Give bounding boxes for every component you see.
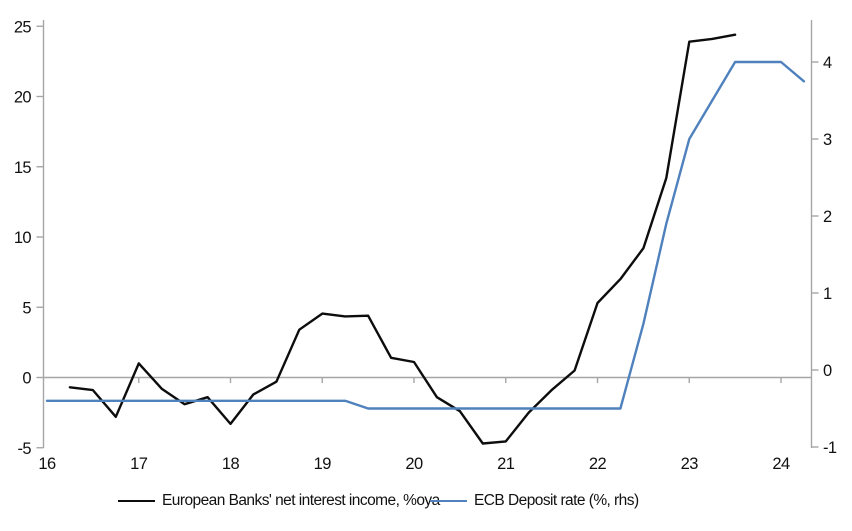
right-axis-tick-label: 1 — [823, 285, 832, 303]
legend-label-net-interest-income: European Banks' net interest income, %oy… — [162, 492, 440, 509]
legend-line-swatch-black — [118, 500, 155, 502]
x-axis-tick-label: 18 — [222, 455, 240, 473]
legend-item-net-interest-income: European Banks' net interest income, %oy… — [118, 491, 440, 511]
legend-label-ecb-deposit-rate: ECB Deposit rate (%, rhs) — [474, 492, 639, 509]
x-axis-tick-label: 23 — [681, 455, 699, 473]
left-axis-tick-label: 25 — [14, 18, 32, 36]
right-axis-tick-label: 3 — [823, 131, 832, 149]
left-axis-tick-label: 15 — [14, 159, 32, 177]
x-axis-tick-label: 21 — [497, 455, 515, 473]
right-axis-tick-label: 4 — [823, 54, 832, 72]
left-axis-tick-label: -5 — [18, 440, 32, 458]
x-axis-tick-label: 17 — [130, 455, 148, 473]
right-axis-tick-label: 0 — [823, 362, 832, 380]
legend-item-ecb-deposit-rate: ECB Deposit rate (%, rhs) — [430, 491, 639, 511]
series-line-ecb-deposit-rate — [45, 60, 806, 410]
series-line-net-interest-income — [68, 33, 737, 445]
right-axis-tick-label: 2 — [823, 208, 832, 226]
left-axis-tick-label: 10 — [14, 229, 32, 247]
x-axis-tick-label: 19 — [314, 455, 332, 473]
x-axis-tick-label: 22 — [589, 455, 607, 473]
left-axis-tick-label: 20 — [14, 89, 32, 107]
x-axis-tick-label: 20 — [405, 455, 423, 473]
legend-line-swatch-blue — [430, 500, 467, 502]
left-axis-tick-label: 0 — [22, 370, 31, 388]
x-axis-tick-label: 24 — [772, 455, 790, 473]
right-axis-tick-label: -1 — [823, 439, 837, 457]
left-axis-tick-label: 5 — [22, 299, 31, 317]
x-axis-tick-label: 16 — [38, 455, 56, 473]
